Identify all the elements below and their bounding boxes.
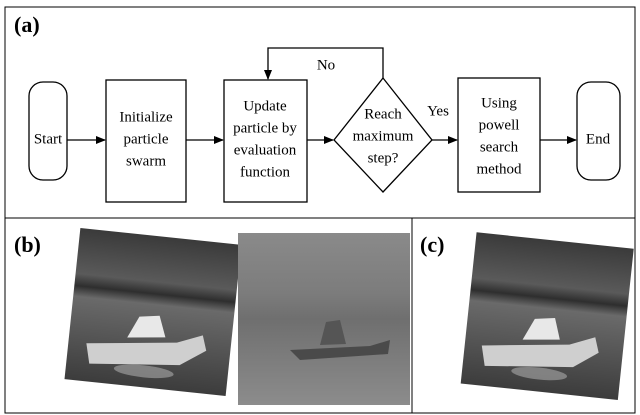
node-text: particle by [233,120,297,136]
node-text: swarm [126,153,166,169]
panel-label: (a) [14,12,40,37]
figure: (a) (b) (c) Start Initialize particle sw… [0,0,640,415]
node-text: search [480,139,519,155]
node-text: method [477,161,522,177]
node-text: step? [368,150,399,166]
edge-label: Yes [427,103,449,119]
ship-image [64,228,241,396]
node-text: End [586,131,611,147]
node-text: particle [124,131,169,147]
node-text: Reach [364,106,402,122]
node-text: powell [479,117,520,133]
node-text: function [240,164,290,180]
node-text: Initialize [119,109,173,125]
node-text: Using [481,95,517,111]
ship-image [238,233,410,405]
node-text: Start [34,131,63,147]
panel-label: (c) [420,232,444,257]
node-text: Update [243,98,287,114]
node-text: evaluation [234,142,297,158]
ship-image [461,232,634,400]
node-text: maximum [353,128,414,144]
panel-label: (b) [14,232,41,257]
edge-label: No [317,57,335,73]
